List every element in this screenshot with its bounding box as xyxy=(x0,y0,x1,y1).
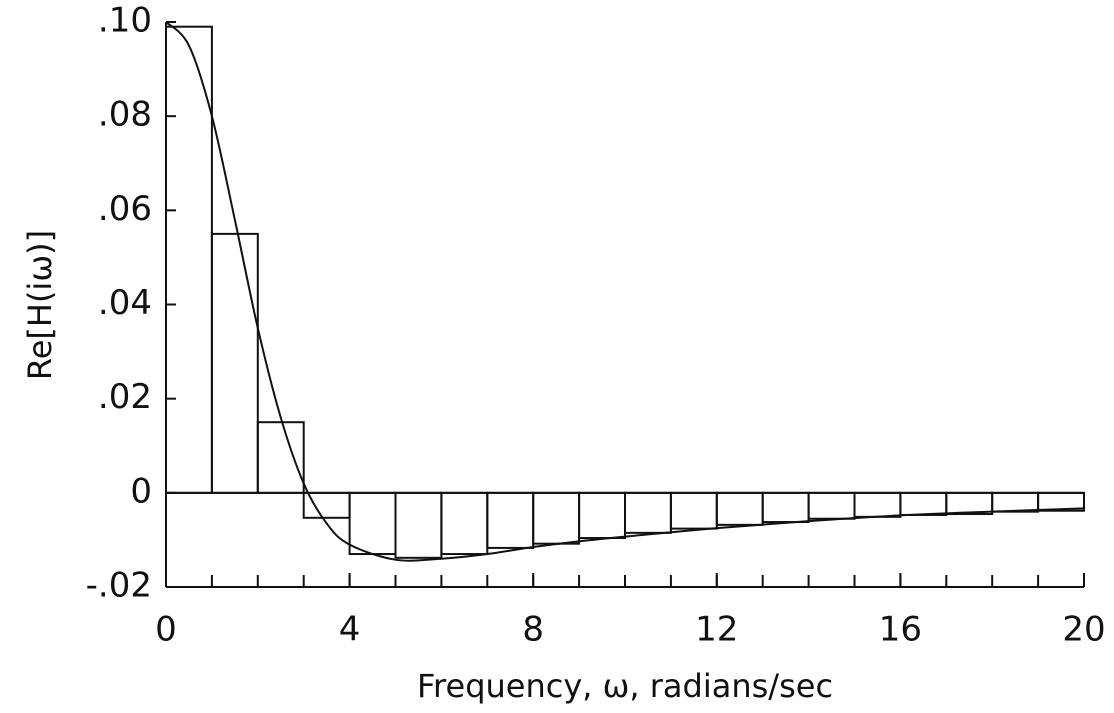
curve xyxy=(165,21,1085,562)
bar xyxy=(165,25,213,494)
x-tick-label: 16 xyxy=(879,610,922,650)
bar xyxy=(899,491,948,516)
y-tick-label: -.02 xyxy=(86,566,152,606)
bar xyxy=(394,491,443,559)
bar xyxy=(440,491,489,556)
bar xyxy=(853,491,902,518)
x-axis-title: Frequency, ω, radians/sec xyxy=(417,667,833,705)
bar xyxy=(761,491,810,524)
y-tick-label: .02 xyxy=(98,377,152,417)
x-tick-label: 4 xyxy=(339,610,361,650)
y-axis-title: Re[H(iω)] xyxy=(21,230,59,380)
bar xyxy=(256,421,305,494)
x-tick-label: 8 xyxy=(522,610,544,650)
bar xyxy=(807,491,856,520)
x-tick-label: 12 xyxy=(695,610,738,650)
bar xyxy=(715,491,764,526)
y-tick-label: .04 xyxy=(98,283,152,323)
x-tick-label: 20 xyxy=(1062,610,1105,650)
bar xyxy=(991,491,1040,513)
y-tick-label: .08 xyxy=(98,95,152,135)
y-tick-label: .06 xyxy=(98,189,152,229)
bar xyxy=(624,491,672,534)
bar xyxy=(348,491,397,556)
bar xyxy=(945,491,994,516)
bar xyxy=(210,232,259,494)
y-tick-label: 0 xyxy=(130,471,152,511)
x-tick-label: 0 xyxy=(155,610,177,650)
bar xyxy=(578,491,626,540)
bar xyxy=(532,491,581,545)
bar xyxy=(669,491,718,530)
bar xyxy=(486,491,535,549)
y-tick-label: .10 xyxy=(98,1,152,41)
